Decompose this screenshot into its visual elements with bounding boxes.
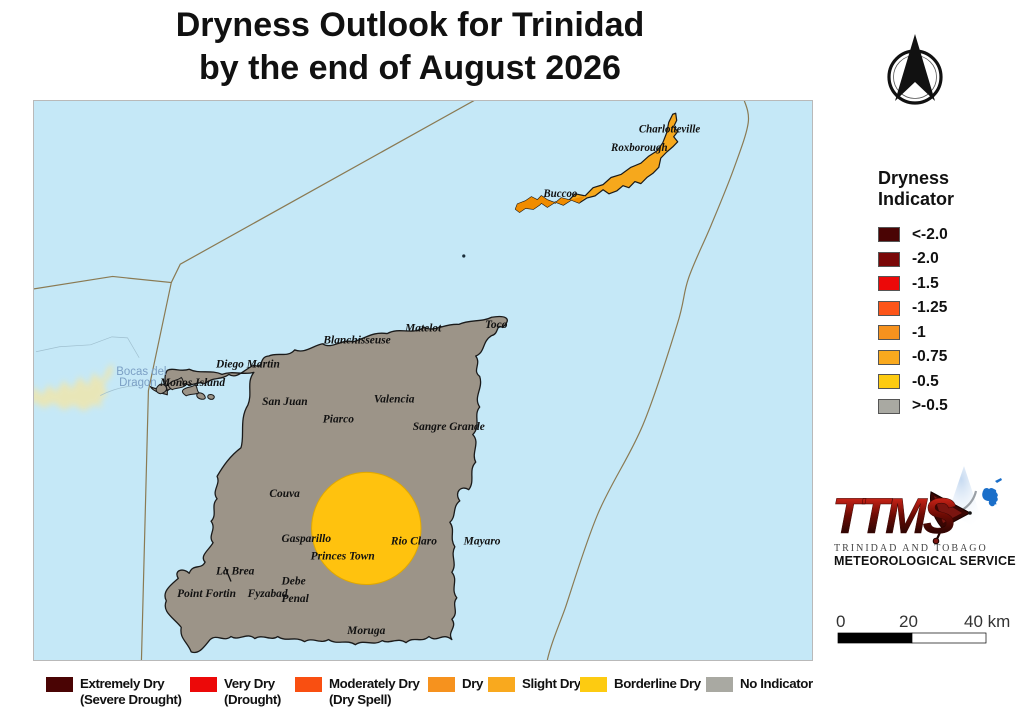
svg-text:Roxborough: Roxborough bbox=[610, 142, 668, 154]
svg-text:San Juan: San Juan bbox=[262, 395, 307, 408]
svg-text:Buccoo: Buccoo bbox=[542, 188, 577, 200]
svg-text:Couva: Couva bbox=[269, 487, 300, 500]
svg-text:Penal: Penal bbox=[282, 592, 310, 605]
svg-text:Gasparillo: Gasparillo bbox=[282, 532, 332, 545]
svg-text:Moruga: Moruga bbox=[346, 624, 385, 637]
svg-text:TRINIDAD AND TOBAGO: TRINIDAD AND TOBAGO bbox=[834, 543, 988, 554]
svg-text:Diego Martin: Diego Martin bbox=[215, 358, 280, 371]
svg-text:Matelot: Matelot bbox=[404, 321, 442, 334]
svg-text:20: 20 bbox=[899, 612, 918, 631]
svg-text:TTMS: TTMS bbox=[832, 488, 956, 544]
svg-text:Charlotteville: Charlotteville bbox=[639, 124, 700, 136]
svg-text:METEOROLOGICAL SERVICE: METEOROLOGICAL SERVICE bbox=[834, 554, 1016, 568]
svg-text:0: 0 bbox=[836, 612, 845, 631]
svg-text:Monos Island: Monos Island bbox=[159, 376, 225, 389]
svg-text:Rio Claro: Rio Claro bbox=[390, 534, 437, 547]
svg-text:40 km: 40 km bbox=[964, 612, 1010, 631]
svg-text:Piarco: Piarco bbox=[323, 412, 354, 425]
svg-text:La Brea: La Brea bbox=[215, 564, 255, 577]
svg-text:Blanchisseuse: Blanchisseuse bbox=[322, 333, 390, 346]
svg-text:Dragon: Dragon bbox=[119, 377, 157, 389]
svg-text:Princes Town: Princes Town bbox=[311, 549, 375, 562]
svg-text:Debe: Debe bbox=[281, 574, 306, 587]
svg-text:Mayaro: Mayaro bbox=[463, 534, 501, 547]
svg-text:Point Fortin: Point Fortin bbox=[177, 587, 236, 600]
svg-text:Toco: Toco bbox=[485, 318, 508, 331]
svg-text:Sangre Grande: Sangre Grande bbox=[413, 420, 485, 433]
svg-text:Valencia: Valencia bbox=[374, 392, 415, 405]
